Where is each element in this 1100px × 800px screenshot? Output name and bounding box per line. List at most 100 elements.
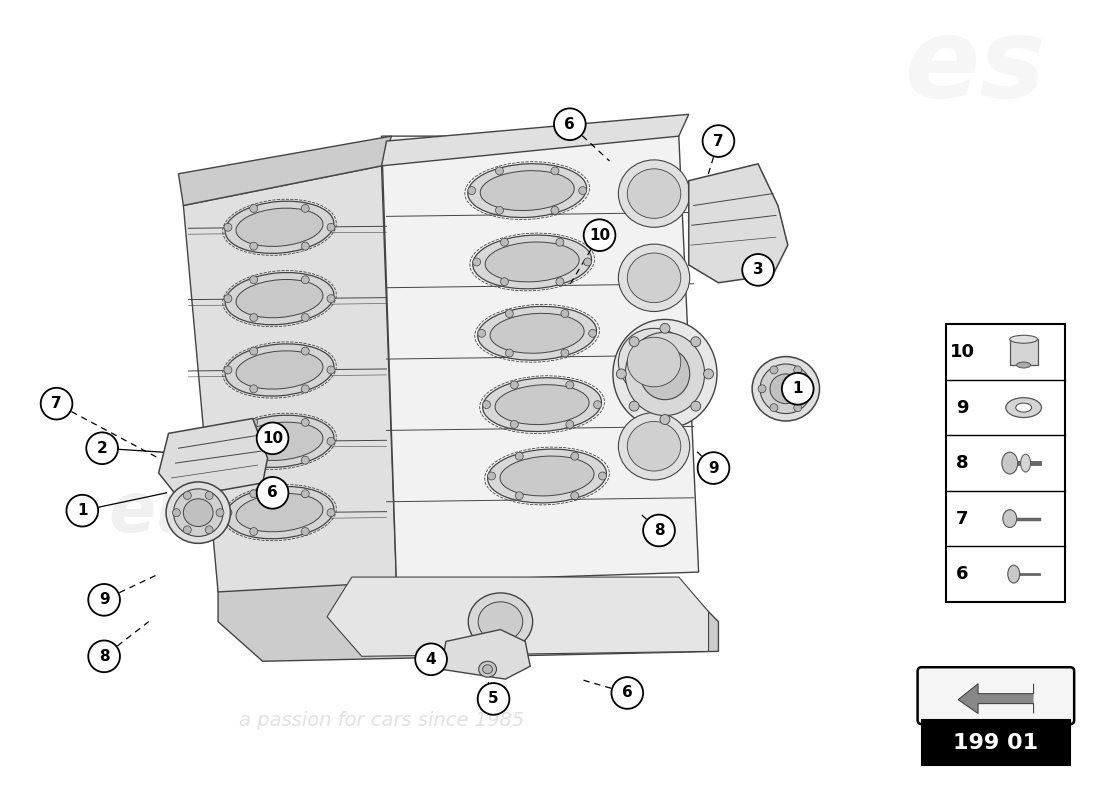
- Ellipse shape: [226, 344, 333, 396]
- Circle shape: [327, 509, 336, 517]
- Text: 7: 7: [52, 396, 62, 411]
- Text: 10: 10: [262, 431, 283, 446]
- Circle shape: [782, 373, 814, 405]
- Ellipse shape: [627, 169, 681, 218]
- Ellipse shape: [491, 314, 584, 354]
- Ellipse shape: [618, 413, 690, 480]
- Circle shape: [660, 323, 670, 334]
- Circle shape: [224, 294, 232, 302]
- Circle shape: [250, 418, 257, 426]
- Circle shape: [510, 381, 518, 389]
- Circle shape: [691, 337, 701, 346]
- Ellipse shape: [226, 415, 333, 467]
- Circle shape: [644, 514, 675, 546]
- Circle shape: [500, 278, 508, 286]
- Polygon shape: [218, 582, 718, 662]
- Text: 8: 8: [653, 523, 664, 538]
- Circle shape: [224, 509, 232, 517]
- Ellipse shape: [481, 170, 574, 210]
- Text: 6: 6: [621, 686, 632, 701]
- Ellipse shape: [236, 494, 323, 532]
- Circle shape: [224, 223, 232, 231]
- Circle shape: [483, 401, 491, 409]
- Circle shape: [206, 526, 213, 534]
- Circle shape: [495, 206, 504, 214]
- Circle shape: [173, 509, 180, 517]
- FancyBboxPatch shape: [917, 667, 1075, 724]
- Circle shape: [256, 422, 288, 454]
- Ellipse shape: [1002, 452, 1018, 474]
- Ellipse shape: [1008, 565, 1020, 583]
- Circle shape: [551, 167, 559, 175]
- Circle shape: [571, 492, 579, 500]
- Circle shape: [477, 330, 485, 338]
- Ellipse shape: [184, 498, 213, 526]
- Ellipse shape: [226, 273, 333, 325]
- Circle shape: [515, 492, 524, 500]
- Circle shape: [301, 385, 309, 393]
- Circle shape: [554, 108, 585, 140]
- Circle shape: [616, 369, 626, 379]
- Circle shape: [206, 491, 213, 499]
- Circle shape: [301, 418, 309, 426]
- Polygon shape: [441, 630, 530, 679]
- Circle shape: [256, 477, 288, 509]
- Circle shape: [703, 126, 735, 157]
- Circle shape: [571, 452, 579, 460]
- Circle shape: [629, 337, 639, 346]
- Circle shape: [86, 432, 118, 464]
- Circle shape: [794, 366, 802, 374]
- Circle shape: [88, 584, 120, 616]
- Circle shape: [565, 381, 574, 389]
- Circle shape: [250, 456, 257, 464]
- Circle shape: [327, 438, 336, 446]
- Polygon shape: [689, 164, 788, 282]
- Circle shape: [660, 414, 670, 425]
- Ellipse shape: [752, 357, 820, 421]
- Ellipse shape: [1021, 454, 1031, 472]
- Text: 2: 2: [97, 441, 108, 456]
- Circle shape: [487, 472, 495, 480]
- Polygon shape: [184, 166, 396, 592]
- Text: 8: 8: [956, 454, 968, 472]
- Text: 9: 9: [99, 592, 109, 607]
- Circle shape: [250, 527, 257, 535]
- Polygon shape: [178, 136, 392, 206]
- Ellipse shape: [485, 242, 580, 282]
- Text: 4: 4: [426, 652, 437, 666]
- Circle shape: [327, 294, 336, 302]
- Circle shape: [250, 276, 257, 284]
- Ellipse shape: [1003, 510, 1016, 527]
- Circle shape: [594, 401, 602, 409]
- Ellipse shape: [1016, 362, 1031, 368]
- Circle shape: [250, 314, 257, 322]
- Circle shape: [561, 310, 569, 318]
- Ellipse shape: [627, 338, 681, 387]
- Polygon shape: [327, 577, 708, 656]
- Text: 10: 10: [949, 343, 975, 361]
- Text: 3: 3: [752, 262, 763, 278]
- Polygon shape: [382, 114, 689, 166]
- Ellipse shape: [483, 665, 493, 674]
- Ellipse shape: [495, 385, 590, 425]
- Ellipse shape: [613, 319, 717, 429]
- Circle shape: [584, 219, 615, 251]
- Ellipse shape: [627, 422, 681, 471]
- Ellipse shape: [166, 482, 230, 543]
- Circle shape: [691, 401, 701, 411]
- Text: 7: 7: [713, 134, 724, 149]
- Circle shape: [505, 310, 514, 318]
- Ellipse shape: [469, 593, 532, 650]
- Polygon shape: [158, 418, 267, 498]
- FancyBboxPatch shape: [946, 324, 1065, 602]
- Circle shape: [224, 366, 232, 374]
- Circle shape: [561, 349, 569, 357]
- Text: 199 01: 199 01: [954, 733, 1038, 753]
- Text: eurocarparts: eurocarparts: [109, 479, 615, 546]
- Circle shape: [612, 677, 643, 709]
- Circle shape: [301, 205, 309, 212]
- Ellipse shape: [618, 328, 690, 396]
- Circle shape: [250, 242, 257, 250]
- Text: 1: 1: [792, 382, 803, 396]
- Polygon shape: [958, 684, 1034, 714]
